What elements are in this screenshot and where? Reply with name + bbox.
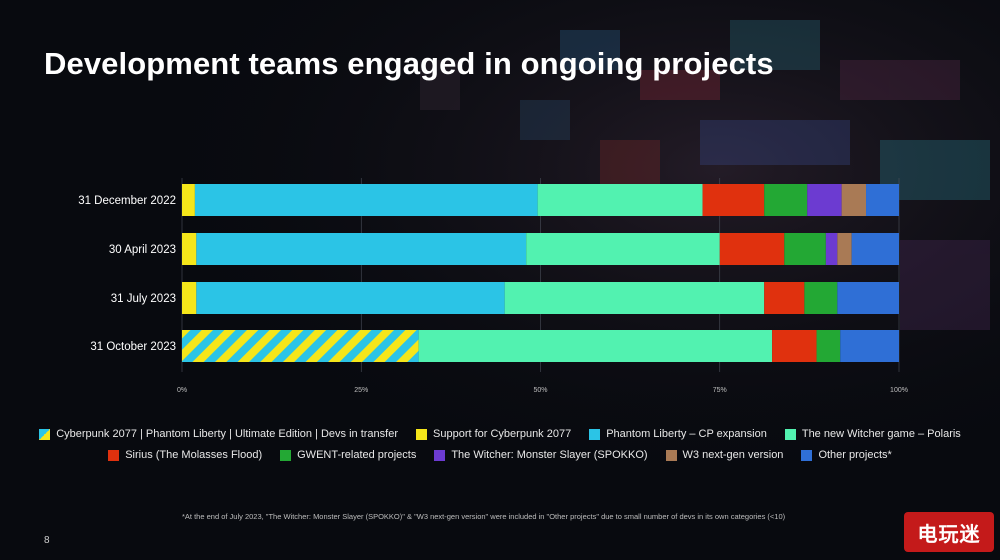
bar-segment bbox=[842, 184, 866, 216]
legend-swatch bbox=[108, 450, 119, 461]
legend-label: Sirius (The Molasses Flood) bbox=[125, 449, 262, 461]
bar-segment bbox=[817, 330, 841, 362]
legend-swatch bbox=[416, 429, 427, 440]
bar-segment bbox=[826, 233, 837, 265]
legend-item: Cyberpunk 2077 | Phantom Liberty | Ultim… bbox=[39, 428, 398, 440]
bar-segment bbox=[837, 233, 851, 265]
legend-item: Other projects* bbox=[801, 449, 891, 461]
legend-swatch bbox=[589, 429, 600, 440]
x-tick-labels: 0% 25% 50% 75% 100% bbox=[177, 387, 908, 394]
legend-item: The new Witcher game – Polaris bbox=[785, 428, 961, 440]
bar-segment bbox=[182, 330, 419, 362]
bar-segment bbox=[720, 233, 785, 265]
page-number: 8 bbox=[44, 535, 50, 546]
legend-swatch bbox=[801, 450, 812, 461]
x-tick-label: 0% bbox=[177, 387, 187, 394]
category-label: 31 July 2023 bbox=[111, 293, 176, 305]
watermark-logo: 电玩迷 bbox=[904, 512, 994, 552]
legend-item: Phantom Liberty – CP expansion bbox=[589, 428, 767, 440]
legend-item: Support for Cyberpunk 2077 bbox=[416, 428, 571, 440]
category-labels: 31 December 2022 30 April 2023 31 July 202… bbox=[78, 195, 176, 353]
legend-item: GWENT-related projects bbox=[280, 449, 416, 461]
bar-segment bbox=[195, 184, 538, 216]
bar-segment bbox=[196, 233, 526, 265]
x-tick-label: 25% bbox=[354, 387, 368, 394]
bar-segment bbox=[807, 184, 841, 216]
legend-label: W3 next-gen version bbox=[683, 449, 784, 461]
bar-segment bbox=[703, 184, 765, 216]
legend-label: Cyberpunk 2077 | Phantom Liberty | Ultim… bbox=[56, 428, 398, 440]
x-tick-label: 50% bbox=[533, 387, 547, 394]
footnote: *At the end of July 2023, "The Witcher: … bbox=[182, 512, 882, 521]
bar-segment bbox=[196, 282, 504, 314]
bar-segment bbox=[182, 184, 195, 216]
bar-segment bbox=[772, 330, 816, 362]
legend-swatch bbox=[666, 450, 677, 461]
bar-segment bbox=[866, 184, 899, 216]
bar-segment bbox=[784, 233, 826, 265]
bar-segment bbox=[505, 282, 765, 314]
stacked-bar-chart: 31 December 2022 30 April 2023 31 July 202… bbox=[0, 0, 1000, 410]
category-label: 31 December 2022 bbox=[78, 195, 176, 207]
category-label: 30 April 2023 bbox=[109, 244, 176, 256]
bar-segment bbox=[419, 330, 772, 362]
legend-label: Support for Cyberpunk 2077 bbox=[433, 428, 571, 440]
bar-segment bbox=[837, 282, 899, 314]
bar-segment bbox=[182, 282, 196, 314]
bar-segment bbox=[804, 282, 837, 314]
legend-row: Cyberpunk 2077 | Phantom Liberty | Ultim… bbox=[40, 428, 960, 440]
bar-segment bbox=[538, 184, 703, 216]
legend-row: Sirius (The Molasses Flood) GWENT-related… bbox=[40, 449, 960, 461]
legend: Cyberpunk 2077 | Phantom Liberty | Ultim… bbox=[40, 428, 960, 470]
bar-segment bbox=[764, 282, 804, 314]
legend-label: The Witcher: Monster Slayer (SPOKKO) bbox=[451, 449, 647, 461]
legend-label: Phantom Liberty – CP expansion bbox=[606, 428, 767, 440]
legend-label: Other projects* bbox=[818, 449, 891, 461]
bar-segment bbox=[526, 233, 720, 265]
bar-segment bbox=[840, 330, 899, 362]
legend-label: The new Witcher game – Polaris bbox=[802, 428, 961, 440]
legend-swatch bbox=[785, 429, 796, 440]
bar-segment bbox=[852, 233, 899, 265]
legend-item: The Witcher: Monster Slayer (SPOKKO) bbox=[434, 449, 647, 461]
x-tick-label: 75% bbox=[713, 387, 727, 394]
category-label: 31 October 2023 bbox=[90, 341, 176, 353]
bar-segment bbox=[182, 233, 196, 265]
legend-swatch bbox=[280, 450, 291, 461]
legend-item: W3 next-gen version bbox=[666, 449, 784, 461]
legend-swatch bbox=[39, 429, 50, 440]
x-tick-label: 100% bbox=[890, 387, 908, 394]
legend-swatch bbox=[434, 450, 445, 461]
bar-segment bbox=[764, 184, 807, 216]
legend-item: Sirius (The Molasses Flood) bbox=[108, 449, 262, 461]
legend-label: GWENT-related projects bbox=[297, 449, 416, 461]
